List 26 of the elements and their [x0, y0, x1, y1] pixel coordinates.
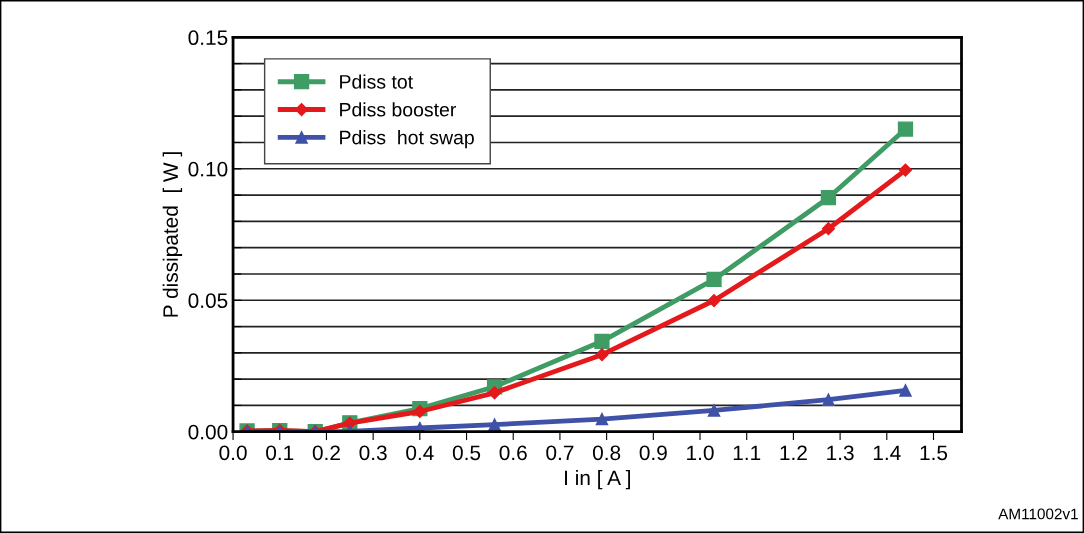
legend-label: Pdiss hot swap [340, 130, 474, 149]
text: AM11002v1 [998, 508, 1078, 520]
x-tick-label: 1.2 [780, 445, 807, 461]
x-tick-label: 1.1 [733, 445, 761, 461]
x-tick-label: 0.4 [406, 445, 434, 461]
x-tick-label: 1.3 [827, 445, 854, 461]
x-tick-label: 0.5 [452, 445, 481, 461]
y-tick-label: 0.05 [188, 293, 228, 309]
x-tick-label: 0.3 [359, 445, 387, 461]
x-tick-label: 1.5 [920, 445, 948, 461]
y-tick-label: 0.15 [188, 30, 228, 46]
x-tick-label: 0.7 [546, 445, 574, 461]
legend-label: Pdiss tot [340, 74, 413, 89]
y-tick-label: 0.00 [188, 424, 228, 440]
x-tick-label: 1.0 [687, 445, 714, 461]
y-tick-label: 0.10 [188, 161, 228, 177]
x-tick-label: 0.1 [266, 445, 294, 461]
x-tick-label: 0.2 [312, 445, 340, 461]
x-tick-label: 0.0 [219, 445, 247, 461]
y-axis-title: P dissipated [ W ] [162, 152, 183, 317]
x-tick-label: 1.4 [873, 445, 901, 461]
x-tick-label: 0.9 [639, 445, 667, 461]
x-axis-title: I in [ A ] [565, 469, 630, 490]
legend-label: Pdiss booster [340, 102, 457, 117]
x-tick-label: 0.8 [592, 445, 621, 461]
x-tick-label: 0.6 [499, 445, 527, 461]
